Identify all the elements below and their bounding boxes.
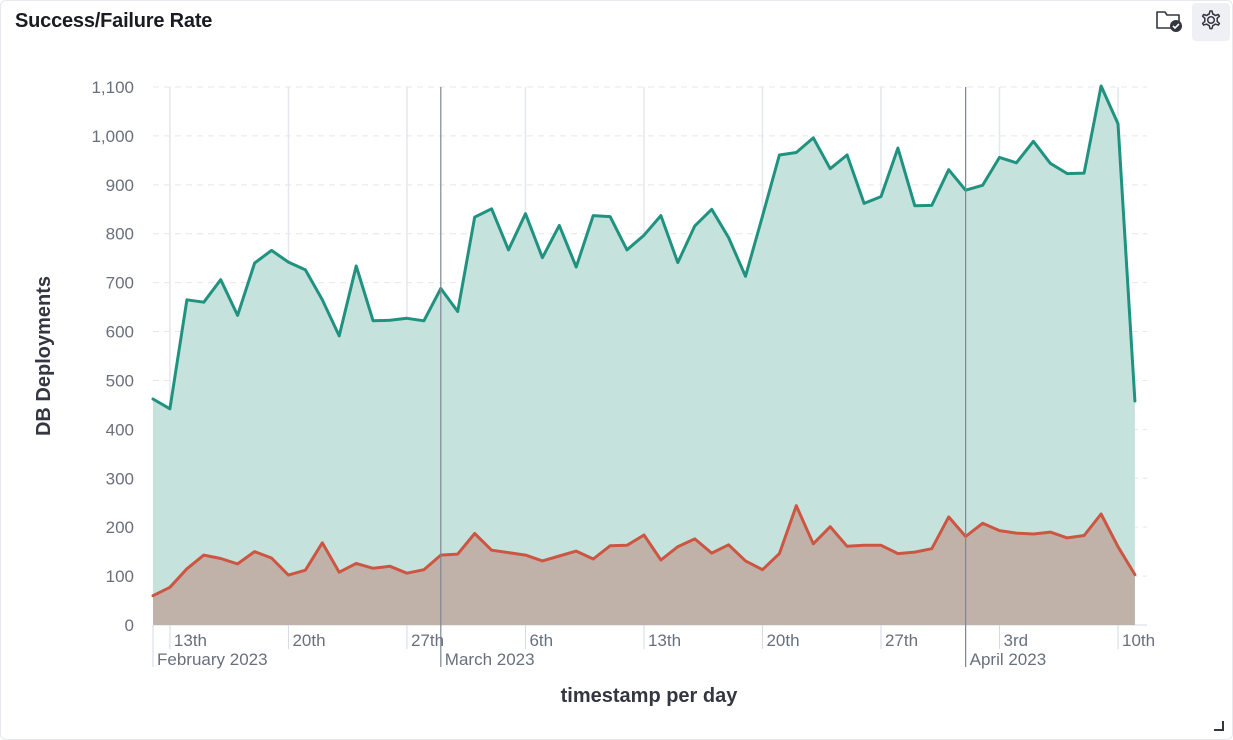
y-axis-ticks: 0 100 200 300 400 500 600 700 800 900 1,000 1,100 xyxy=(91,78,134,635)
y-tick-label: 700 xyxy=(106,274,134,293)
area-layer xyxy=(153,86,1135,625)
series-2-area xyxy=(153,505,1135,625)
period-boundaries xyxy=(152,87,967,667)
x-tick-label: 20th xyxy=(766,631,799,650)
x-tick-label: 13th xyxy=(174,631,207,650)
y-tick-label: 500 xyxy=(106,371,134,390)
y-tick-label: 600 xyxy=(106,323,134,342)
series-1-line xyxy=(151,84,1137,411)
series-1-area xyxy=(153,86,1135,625)
x-tick-label: 27th xyxy=(411,631,444,650)
folder-check-icon xyxy=(1155,7,1183,38)
x-tick-label: 6th xyxy=(529,631,553,650)
x-tick-label: 3rd xyxy=(1003,631,1028,650)
x-axis-ticks: 13th 20th 27th 6th 13th 20th 27th 3rd 10th Februa… xyxy=(157,625,1155,669)
resize-handle[interactable] xyxy=(1214,721,1224,731)
y-tick-label: 300 xyxy=(106,469,134,488)
x-period-label: April 2023 xyxy=(970,650,1047,669)
line-layer xyxy=(151,84,1137,598)
y-tick-label: 1,000 xyxy=(91,127,134,146)
x-axis-title: timestamp per day xyxy=(561,685,739,707)
gear-icon xyxy=(1197,6,1225,39)
x-tick-label: 13th xyxy=(648,631,681,650)
settings-button[interactable] xyxy=(1192,3,1230,41)
y-axis-title: DB Deployments xyxy=(33,276,55,436)
y-tick-label: 900 xyxy=(106,176,134,195)
y-tick-label: 200 xyxy=(106,518,134,537)
panel-title: Success/Failure Rate xyxy=(15,10,213,32)
x-tick-label: 27th xyxy=(885,631,918,650)
panel-toolbar xyxy=(1150,3,1230,41)
x-tick-label: 20th xyxy=(292,631,325,650)
x-tick-label: 10th xyxy=(1122,631,1155,650)
y-tick-label: 800 xyxy=(106,225,134,244)
y-tick-label: 0 xyxy=(125,616,134,635)
folder-check-button[interactable] xyxy=(1150,3,1188,41)
series-2-line xyxy=(151,504,1137,598)
x-period-label: February 2023 xyxy=(157,650,268,669)
y-tick-label: 1,100 xyxy=(91,78,134,97)
x-period-label: March 2023 xyxy=(445,650,535,669)
y-tick-label: 100 xyxy=(106,567,134,586)
y-tick-label: 400 xyxy=(106,420,134,439)
